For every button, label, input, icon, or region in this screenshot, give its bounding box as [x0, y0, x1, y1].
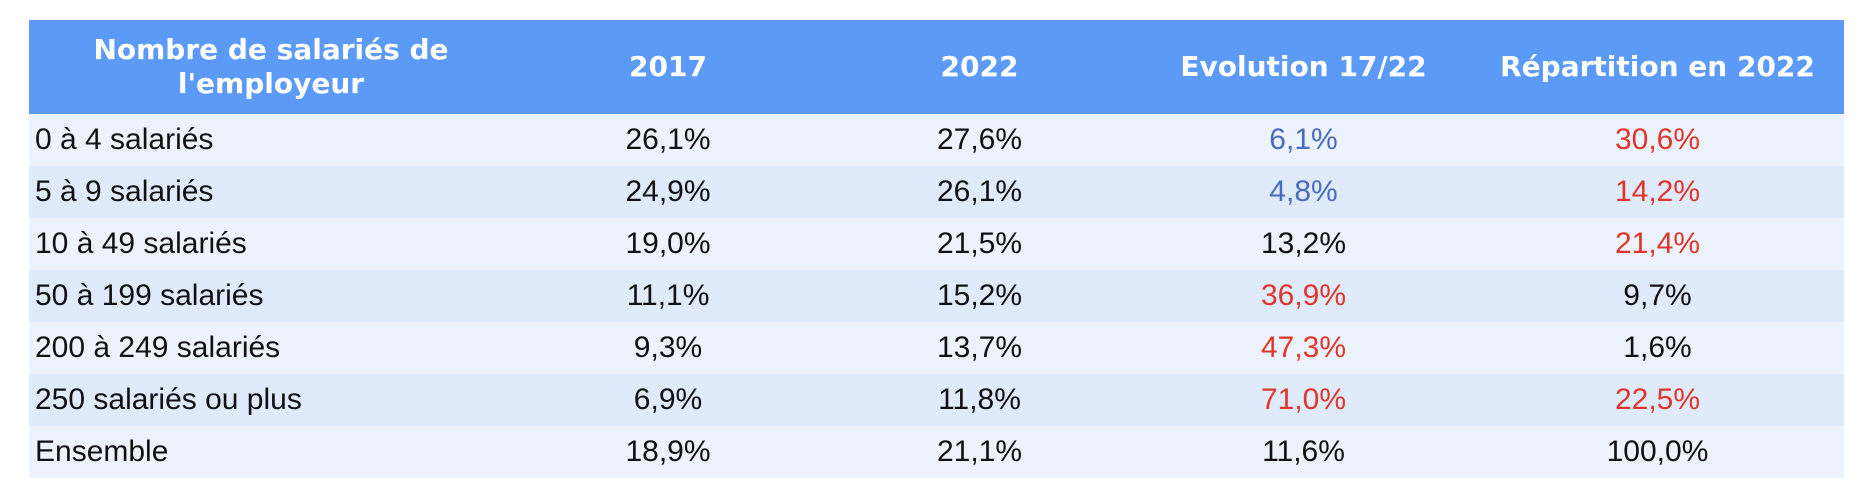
table-cell: 11,1% [626, 279, 710, 312]
table-cell: 19,0% [625, 227, 711, 260]
table-cell: 26,1% [625, 123, 711, 156]
table-cell: 30,6% [1614, 123, 1701, 156]
table-cell: 21,1% [936, 435, 1023, 468]
table-cell: 11,6% [1262, 435, 1345, 468]
table-cell: 18,9% [625, 435, 711, 468]
table-cell: 9,3% [633, 331, 703, 364]
header-cell: Nombre de salariés de l'employeur [93, 33, 449, 100]
table-cell: 6,9% [633, 383, 703, 416]
table-cell: 24,9% [625, 175, 711, 208]
header-cell: Evolution 17/22 [1180, 50, 1427, 83]
table-cell: 200 à 249 salariés [35, 331, 281, 364]
table-cell: 14,2% [1614, 175, 1701, 208]
table-cell: 21,4% [1614, 227, 1701, 260]
table-cell: 15,2% [936, 279, 1023, 312]
table-cell: 250 salariés ou plus [35, 383, 302, 416]
table-cell: 13,2% [1260, 227, 1347, 260]
table-row: 10 à 49 salariés 19,0% 21,5% 13,2% 21,4% [29, 218, 1844, 270]
table-cell: 1,6% [1623, 331, 1692, 364]
table-cell: 6,1% [1269, 123, 1338, 156]
table-cell: 50 à 199 salariés [35, 279, 264, 312]
table-cell: 0 à 4 salariés [35, 123, 214, 156]
table-cell: 5 à 9 salariés [35, 175, 214, 208]
table-cell: 22,5% [1614, 383, 1701, 416]
table-cell: 10 à 49 salariés [35, 227, 247, 260]
table-cell: 11,8% [938, 383, 1021, 416]
table-row: 5 à 9 salariés 24,9% 26,1% 4,8% 14,2% [29, 166, 1844, 218]
table-row: 250 salariés ou plus 6,9% 11,8% 71,0% 22,5% [29, 374, 1844, 426]
table-row: 50 à 199 salariés 11,1% 15,2% 36,9% 9,7% [29, 270, 1844, 322]
table-row: Ensemble 18,9% 21,1% 11,6% 100,0% [29, 426, 1844, 478]
table-cell: 36,9% [1260, 279, 1347, 312]
table-cell: 26,1% [936, 175, 1023, 208]
header-cell: 2022 [940, 50, 1019, 83]
table-row: 200 à 249 salariés 9,3% 13,7% 47,3% 1,6% [29, 322, 1844, 374]
table-cell: Ensemble [35, 435, 169, 468]
table-row: 0 à 4 salariés 26,1% 27,6% 6,1% 30,6% [29, 114, 1844, 166]
data-table: Nombre de salariés de l'employeur 2017 202… [29, 20, 1844, 478]
table-cell: 71,0% [1260, 383, 1347, 416]
table-cell: 21,5% [936, 227, 1023, 260]
table-body: 0 à 4 salariés 26,1% 27,6% 6,1% 30,6% 5 à 9 s… [29, 114, 1844, 478]
header-cell: Répartition en 2022 [1500, 50, 1815, 83]
header-row: Nombre de salariés de l'employeur 2017 202… [29, 20, 1844, 114]
header-cell: 2017 [629, 50, 707, 83]
table-cell: 47,3% [1260, 331, 1347, 364]
table-cell: 13,7% [936, 331, 1023, 364]
table-cell: 27,6% [936, 123, 1023, 156]
table-cell: 100,0% [1606, 435, 1709, 468]
table-cell: 4,8% [1269, 175, 1338, 208]
table-cell: 9,7% [1623, 279, 1692, 312]
